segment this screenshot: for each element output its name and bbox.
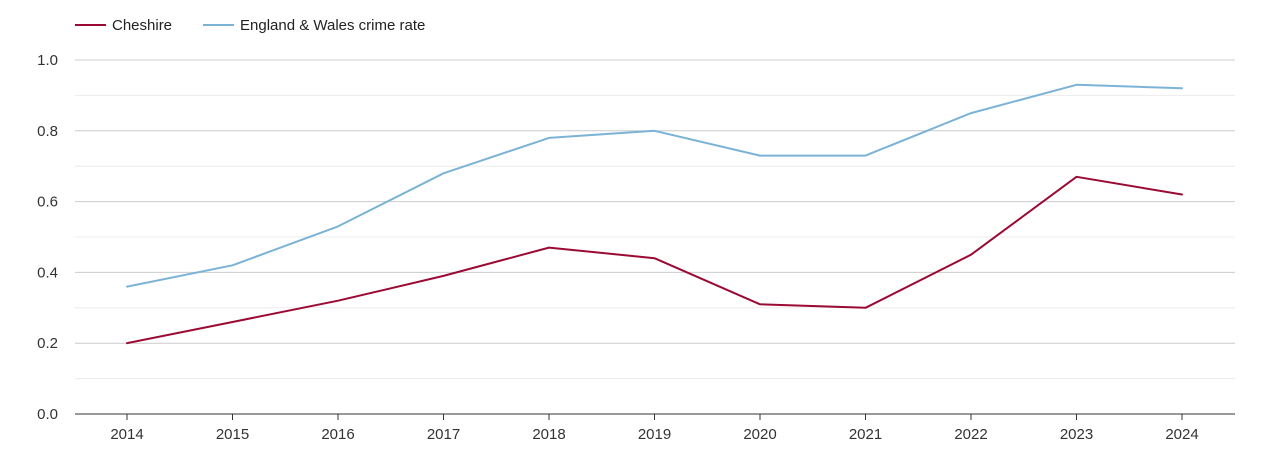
x-axis-ticks: 2014 2015 2016 2017 2018 2019 2020 2021 2022 2023… (110, 414, 1199, 443)
legend-item-england-wales[interactable]: England & Wales crime rate (203, 17, 425, 34)
series-line-cheshire[interactable] (126, 175, 1183, 345)
y-tick-label: 0.4 (37, 264, 58, 281)
x-tick-label: 2022 (954, 426, 987, 443)
x-tick-label: 2017 (427, 426, 460, 443)
x-tick-label: 2016 (321, 426, 354, 443)
x-tick-label: 2015 (216, 426, 249, 443)
y-tick-label: 0.6 (37, 194, 58, 211)
series-line-england-wales-crime-rate[interactable] (126, 83, 1183, 288)
legend-label-england-wales: England & Wales crime rate (240, 17, 425, 34)
x-tick-label: 2024 (1165, 426, 1198, 443)
legend-item-cheshire[interactable]: Cheshire (75, 17, 172, 34)
x-tick-label: 2023 (1060, 426, 1093, 443)
x-tick-label: 2019 (638, 426, 671, 443)
legend-label-cheshire: Cheshire (112, 17, 172, 34)
series (126, 83, 1183, 345)
y-tick-label: 0.2 (37, 335, 58, 352)
y-tick-label: 0.8 (37, 123, 58, 140)
legend: Cheshire England & Wales crime rate (75, 17, 425, 34)
x-tick-label: 2020 (743, 426, 776, 443)
y-tick-label: 1.0 (37, 52, 58, 69)
x-tick-label: 2021 (849, 426, 882, 443)
grid (75, 59, 1235, 415)
x-tick-label: 2014 (110, 426, 143, 443)
y-axis-ticks: 0.0 0.2 0.4 0.6 0.8 1.0 (37, 52, 58, 423)
x-tick-label: 2018 (532, 426, 565, 443)
y-tick-label: 0.0 (37, 406, 58, 423)
